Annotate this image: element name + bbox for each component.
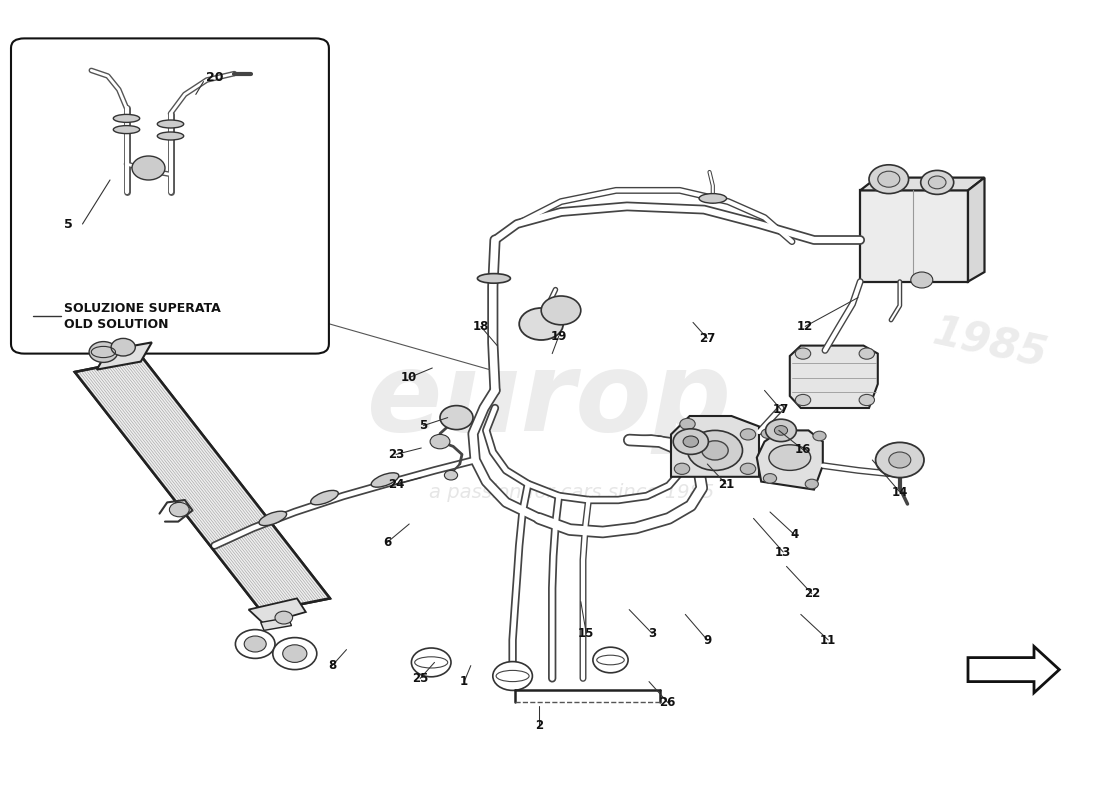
Text: 16: 16 [795,443,811,456]
Circle shape [519,308,563,340]
Circle shape [869,165,909,194]
Polygon shape [97,342,152,370]
Text: 8: 8 [328,659,337,672]
Polygon shape [249,598,306,624]
Circle shape [805,479,818,489]
Circle shape [430,434,450,449]
Text: europ: europ [367,346,733,454]
Circle shape [132,156,165,180]
Circle shape [411,648,451,677]
Text: 27: 27 [700,332,715,345]
Text: 5: 5 [64,218,73,230]
Circle shape [674,463,690,474]
Text: 15: 15 [579,627,594,640]
Polygon shape [968,646,1059,693]
Circle shape [283,645,307,662]
Circle shape [740,463,756,474]
Circle shape [878,171,900,187]
Circle shape [89,342,118,362]
Ellipse shape [700,194,727,203]
Circle shape [813,431,826,441]
Circle shape [795,348,811,359]
Circle shape [169,502,189,517]
Circle shape [928,176,946,189]
Circle shape [111,338,135,356]
Text: 9: 9 [703,634,712,646]
Ellipse shape [258,511,287,526]
Text: 5: 5 [419,419,428,432]
Circle shape [766,419,796,442]
Text: 25: 25 [412,672,428,685]
Circle shape [859,394,874,406]
Ellipse shape [310,490,339,505]
Polygon shape [75,358,330,612]
Text: 23: 23 [388,448,404,461]
Polygon shape [968,178,984,282]
Circle shape [761,429,774,438]
Ellipse shape [769,445,811,470]
Text: 18: 18 [473,320,488,333]
Polygon shape [790,346,878,408]
Circle shape [683,436,698,447]
Polygon shape [860,178,984,190]
Circle shape [275,611,293,624]
Text: SOLUZIONE SUPERATA: SOLUZIONE SUPERATA [64,302,220,314]
Text: 20: 20 [206,71,223,84]
Circle shape [593,647,628,673]
Ellipse shape [157,120,184,128]
Polygon shape [860,190,968,282]
Text: 17: 17 [773,403,789,416]
Circle shape [244,636,266,652]
Ellipse shape [113,114,140,122]
Circle shape [688,430,742,470]
Polygon shape [757,430,823,490]
Text: 4: 4 [790,528,799,541]
Circle shape [680,418,695,430]
Text: 26: 26 [660,696,675,709]
Circle shape [493,662,532,690]
Text: 14: 14 [892,486,907,498]
Circle shape [889,452,911,468]
Text: 3: 3 [648,627,657,640]
Text: 22: 22 [804,587,820,600]
Text: 13: 13 [776,546,791,558]
Circle shape [921,170,954,194]
Text: 19: 19 [551,330,566,342]
Polygon shape [671,416,759,477]
Circle shape [859,348,874,359]
Circle shape [673,429,708,454]
Text: 11: 11 [821,634,836,646]
Circle shape [235,630,275,658]
Circle shape [444,470,458,480]
Text: 21: 21 [718,478,734,490]
Text: OLD SOLUTION: OLD SOLUTION [64,318,168,330]
Text: 1: 1 [460,675,469,688]
Ellipse shape [477,274,510,283]
Text: 12: 12 [798,320,813,333]
Text: 2: 2 [535,719,543,732]
Text: 6: 6 [383,536,392,549]
Circle shape [795,394,811,406]
Ellipse shape [371,473,399,487]
Circle shape [273,638,317,670]
Circle shape [911,272,933,288]
Polygon shape [261,618,292,630]
Text: a passion for cars since 1985: a passion for cars since 1985 [429,482,715,502]
Circle shape [440,406,473,430]
Circle shape [876,442,924,478]
FancyBboxPatch shape [11,38,329,354]
Ellipse shape [157,132,184,140]
Text: 1985: 1985 [928,311,1052,377]
Ellipse shape [113,126,140,134]
Circle shape [740,429,756,440]
Circle shape [702,441,728,460]
Circle shape [774,426,788,435]
Text: 24: 24 [388,478,404,490]
Circle shape [541,296,581,325]
Text: 10: 10 [402,371,417,384]
Circle shape [763,474,777,483]
